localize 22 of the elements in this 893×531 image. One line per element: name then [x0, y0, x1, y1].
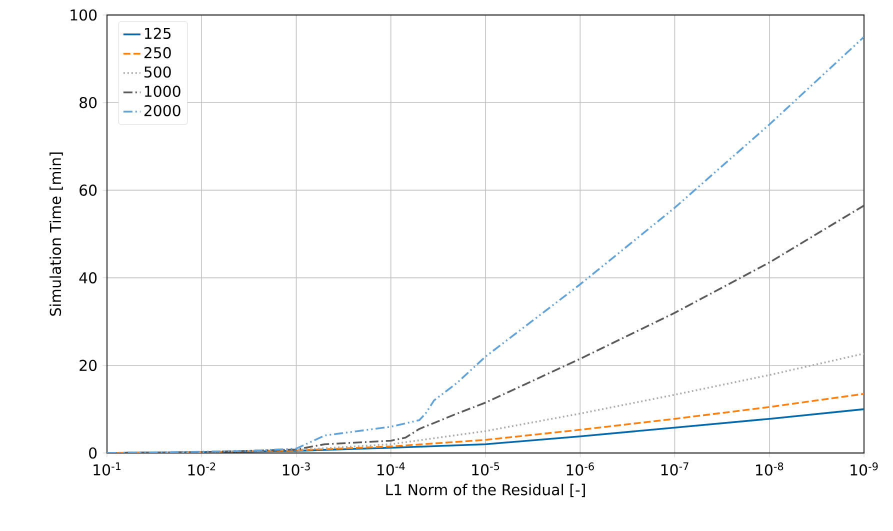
legend-label: 125 — [144, 28, 171, 40]
x-tick-label: 10$^{-8}$ — [756, 462, 784, 476]
x-axis-title: L1 Norm of the Residual [-] — [386, 484, 585, 498]
legend-label: 500 — [144, 66, 171, 78]
x-tick-label: 10$^{-9}$ — [850, 462, 878, 476]
y-tick-label: 0 — [89, 447, 97, 459]
legend-label: 2000 — [144, 104, 180, 116]
y-tick-label: 80 — [80, 96, 97, 108]
x-tick-label: 10$^{-7}$ — [661, 462, 688, 476]
y-tick-label: 40 — [79, 272, 97, 284]
y-tick-label: 60 — [80, 184, 97, 196]
y-tick-label: 100 — [70, 9, 97, 21]
x-tick-label: 10$^{-1}$ — [94, 462, 121, 476]
legend-label: 250 — [144, 47, 171, 58]
x-tick-label: 10$^{-4}$ — [378, 462, 405, 476]
y-axis-title: Simulation Time [min] — [50, 152, 63, 316]
x-tick-label: 10$^{-6}$ — [566, 462, 594, 476]
x-tick-label: 10$^{-3}$ — [282, 462, 310, 476]
y-tick-label: 20 — [80, 360, 97, 372]
legend-label: 1000 — [144, 86, 180, 97]
x-tick-label: 10$^{-2}$ — [188, 462, 216, 476]
x-tick-label: 10$^{-5}$ — [472, 462, 500, 476]
